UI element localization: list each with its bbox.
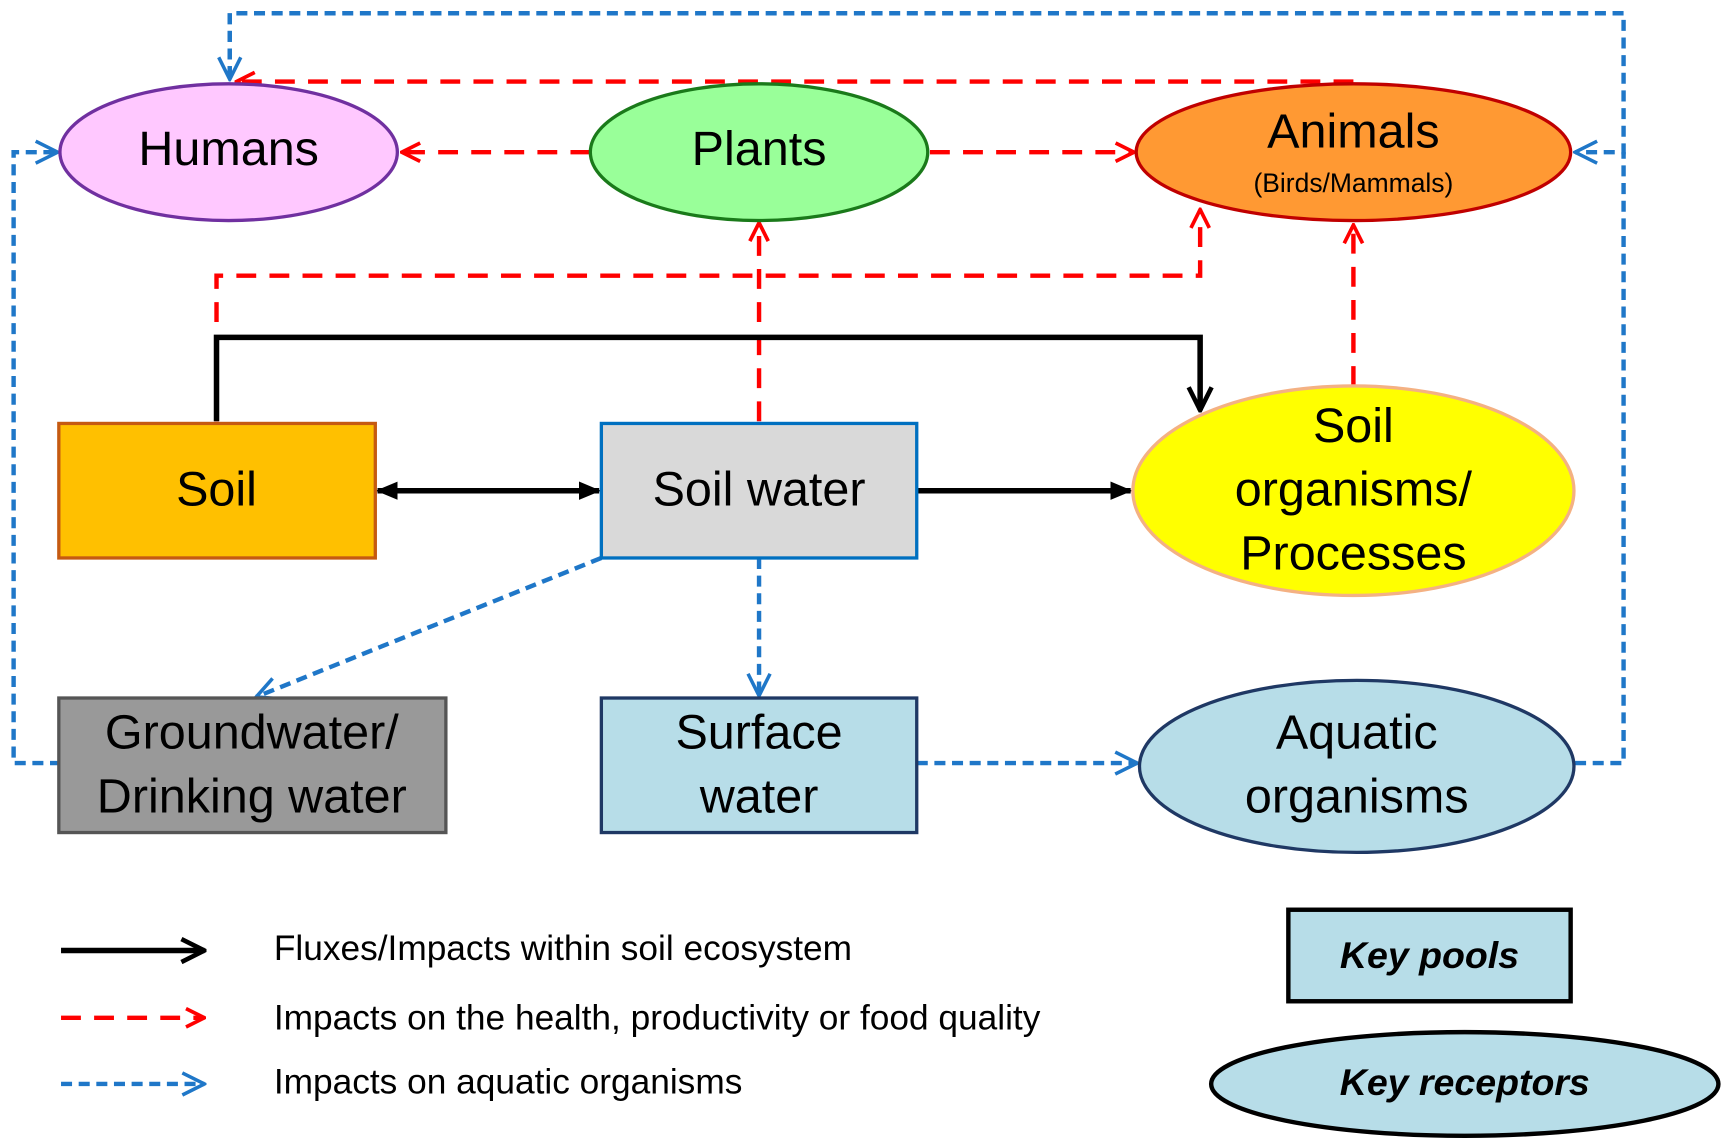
node-soil-water: [599, 421, 919, 560]
node-label: Animals: [1267, 104, 1440, 158]
node-label: Humans: [138, 122, 319, 176]
node-label: Soil water: [653, 463, 866, 517]
node-label: organisms: [1245, 769, 1469, 823]
key-pools: Key pools: [1340, 934, 1519, 976]
node-aquatic: [1137, 678, 1576, 855]
nodes: [57, 82, 1576, 855]
node-label: Soil: [1313, 399, 1394, 453]
node-label: water: [699, 769, 819, 823]
node-label: Soil: [176, 463, 257, 517]
node-labels: Humans Plants Animals Soil Soil water Soil org…: [97, 104, 1473, 823]
node-label: Drinking water: [97, 769, 407, 823]
node-plants: [588, 82, 930, 223]
legend-item: Impacts on aquatic organisms: [274, 1062, 742, 1101]
node-label: organisms/: [1235, 463, 1473, 517]
node-label: Aquatic: [1276, 705, 1438, 759]
key-receptors: Key receptors: [1340, 1061, 1590, 1103]
key-pools-box: [1286, 907, 1573, 1004]
node-soil: [57, 421, 377, 560]
node-animals: [1134, 82, 1573, 223]
legend-item: Fluxes/Impacts within soil ecosystem: [274, 929, 852, 968]
node-humans: [58, 82, 400, 223]
node-groundwater: [57, 696, 448, 835]
node-surface-water: [599, 696, 919, 835]
node-label: Surface: [675, 705, 842, 759]
legend-item: Impacts on the health, productivity or f…: [274, 998, 1041, 1037]
legend: Fluxes/Impacts within soil ecosystem Imp…: [61, 907, 1721, 1138]
node-label: Processes: [1240, 527, 1466, 581]
key-receptors-shape: [1208, 1029, 1721, 1138]
node-sublabel: (Birds/Mammals): [1253, 168, 1453, 198]
node-soil-organisms: [1131, 384, 1576, 598]
node-label: Plants: [692, 122, 827, 176]
node-label: Groundwater/: [105, 705, 399, 759]
connectors: [11, 11, 1626, 763]
